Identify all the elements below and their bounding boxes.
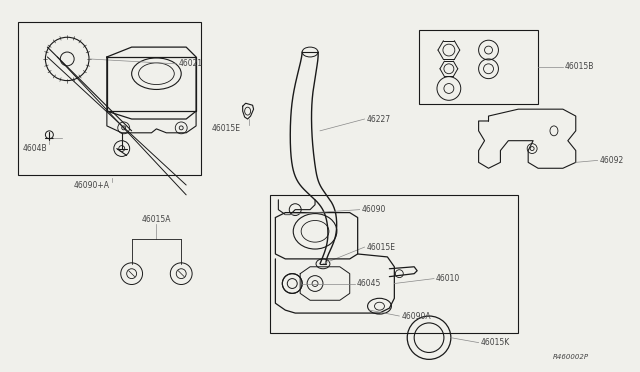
Text: R460002P: R460002P [553, 355, 589, 360]
Text: 46227: 46227 [367, 115, 390, 124]
Text: 46090: 46090 [362, 205, 386, 214]
Text: 46090+A: 46090+A [74, 180, 110, 189]
Text: 46015A: 46015A [141, 215, 171, 224]
Text: 46010: 46010 [436, 274, 460, 283]
Bar [271, 195, 518, 333]
Text: 46092: 46092 [600, 156, 624, 165]
Text: 46015E: 46015E [211, 124, 241, 134]
Text: 46015B: 46015B [565, 62, 594, 71]
Bar [419, 31, 538, 104]
Text: 4604B: 4604B [22, 144, 47, 153]
Text: 46021: 46021 [179, 60, 202, 68]
Text: 46015E: 46015E [367, 243, 396, 251]
Text: 46090A: 46090A [401, 311, 431, 321]
Text: 46015K: 46015K [481, 338, 510, 347]
Bar [18, 22, 201, 175]
Text: 46045: 46045 [356, 279, 381, 288]
